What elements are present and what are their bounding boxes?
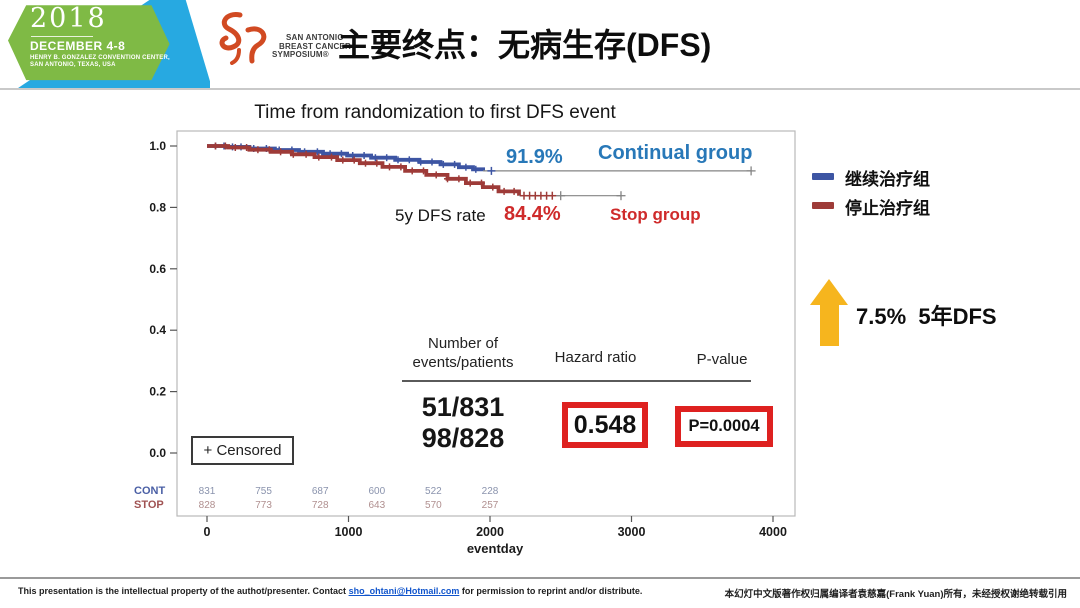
five-year-dfs-caption: 5y DFS rate: [395, 206, 486, 225]
svg-text:228: 228: [482, 486, 499, 497]
svg-text:643: 643: [368, 500, 385, 511]
svg-text:522: 522: [425, 486, 442, 497]
badge-dates: DECEMBER 4-8: [30, 39, 126, 53]
svg-text:0.4: 0.4: [149, 323, 166, 337]
sabcs-line1: SAN ANTONIO: [286, 33, 344, 42]
hazard-ratio-value: 0.548: [573, 410, 637, 439]
svg-text:1000: 1000: [335, 525, 363, 539]
badge-venue-line2: SAN ANTONIO, TEXAS, USA: [30, 62, 116, 68]
svg-text:4000: 4000: [759, 525, 787, 539]
svg-text:0: 0: [204, 525, 211, 539]
header-divider: [0, 88, 1080, 90]
svg-text:687: 687: [312, 486, 329, 497]
badge-year: 2018: [30, 3, 107, 34]
legend-label-stop: 停止治疗组: [845, 199, 930, 218]
svg-text:CONT: CONT: [134, 485, 165, 497]
sabcs-2018-date-badge: 2018 DECEMBER 4-8 HENRY B. GONZALEZ CONV…: [8, 0, 210, 88]
svg-text:1.0: 1.0: [149, 139, 166, 153]
censored-legend-box: + Censored: [191, 436, 294, 465]
stats-header-rule: [402, 380, 751, 382]
stats-col3-header: P-value: [696, 351, 748, 368]
p-value: P=0.0004: [688, 417, 760, 435]
svg-text:0.8: 0.8: [149, 200, 166, 214]
stop-group-label: Stop group: [610, 205, 701, 224]
sabcs-line2: BREAST CANCER: [279, 41, 351, 51]
hazard-ratio-highlight-box: 0.548: [562, 402, 648, 448]
sabcs-wordmark: SAN ANTONIO BREAST CANCER SYMPOSIUM®: [272, 33, 351, 60]
sabcs-ribbon-icon: [219, 12, 267, 65]
stats-col1-header-line2: events/patients: [412, 354, 514, 371]
events-stop-value: 98/828: [421, 423, 505, 453]
badge-divider: [31, 36, 93, 37]
legend-swatch-stop: [812, 202, 834, 209]
svg-text:257: 257: [482, 500, 499, 511]
badge-venue: HENRY B. GONZALEZ CONVENTION CENTER, SAN…: [30, 55, 170, 69]
stats-col1-header: Number of events/patients: [398, 334, 528, 372]
svg-text:728: 728: [312, 500, 329, 511]
footer-copyright-post: for permission to reprint and/or distrib…: [459, 586, 643, 596]
svg-text:STOP: STOP: [134, 499, 164, 511]
footer-divider: [0, 577, 1080, 579]
footer-email-link[interactable]: sho_ohtani@Hotmail.com: [348, 586, 460, 596]
footer-copyright-pre: This presentation is the intellectual pr…: [18, 586, 349, 596]
badge-venue-line1: HENRY B. GONZALEZ CONVENTION CENTER,: [30, 55, 170, 61]
svg-text:600: 600: [368, 486, 385, 497]
svg-text:0.0: 0.0: [149, 446, 166, 460]
svg-text:828: 828: [199, 500, 216, 511]
page-title: 主要终点：无病生存(DFS): [338, 27, 712, 63]
up-arrow-shaft: [820, 304, 839, 346]
svg-text:0.6: 0.6: [149, 262, 166, 276]
footer-copyright: This presentation is the intellectual pr…: [18, 586, 642, 596]
footer-translation-credit: 本幻灯中文版著作权归属编译者袁慈嘉(Frank Yuan)所有，未经授权谢绝转载…: [724, 589, 1067, 600]
svg-text:0.2: 0.2: [149, 385, 166, 399]
svg-text:3000: 3000: [618, 525, 646, 539]
p-value-highlight-box: P=0.0004: [675, 406, 773, 447]
svg-text:831: 831: [199, 486, 216, 497]
svg-text:570: 570: [425, 500, 442, 511]
events-continual-value: 51/831: [421, 392, 505, 422]
legend-label-continual: 继续治疗组: [845, 170, 930, 189]
km-plot-svg: 1.0 0.8 0.6 0.4 0.2 0.0 0 1000 2000 3000 4000 CONT 8…: [134, 130, 796, 539]
x-axis-title: eventday: [466, 541, 524, 556]
dfs-gain-annotation: 7.5% 5年DFS: [856, 304, 997, 329]
badge-green-arrow-shape: [8, 5, 170, 81]
continual-rate-value: 91.9%: [506, 146, 563, 168]
svg-text:773: 773: [255, 500, 272, 511]
chart-title: Time from randomization to first DFS eve…: [254, 102, 616, 123]
stats-col2-header: Hazard ratio: [554, 349, 637, 366]
stop-rate-value: 84.4%: [504, 203, 561, 225]
continual-group-label: Continual group: [598, 142, 753, 164]
svg-text:2000: 2000: [476, 525, 504, 539]
sabcs-line3: SYMPOSIUM®: [272, 50, 329, 59]
up-arrow-icon: [810, 279, 848, 305]
legend-swatch-continual: [812, 173, 834, 180]
stats-col1-header-line1: Number of: [427, 335, 499, 352]
svg-text:755: 755: [255, 486, 272, 497]
